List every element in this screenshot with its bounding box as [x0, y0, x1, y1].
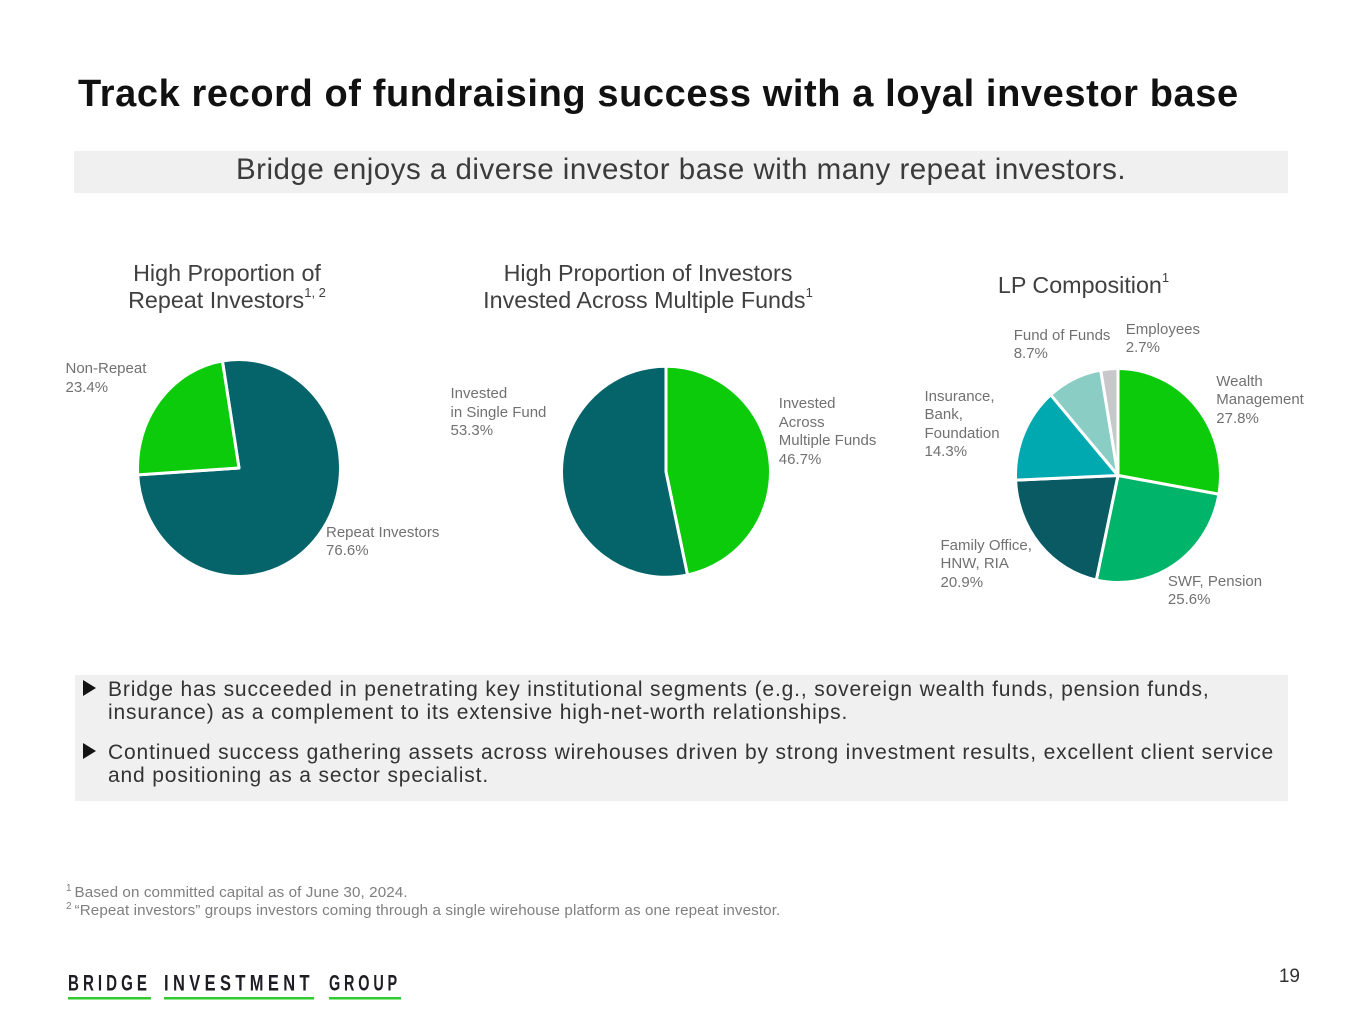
svg-text:BRIDGE: BRIDGE	[68, 970, 151, 995]
svg-text:GROUP: GROUP	[329, 970, 401, 995]
svg-text:INVESTMENT: INVESTMENT	[164, 970, 314, 995]
